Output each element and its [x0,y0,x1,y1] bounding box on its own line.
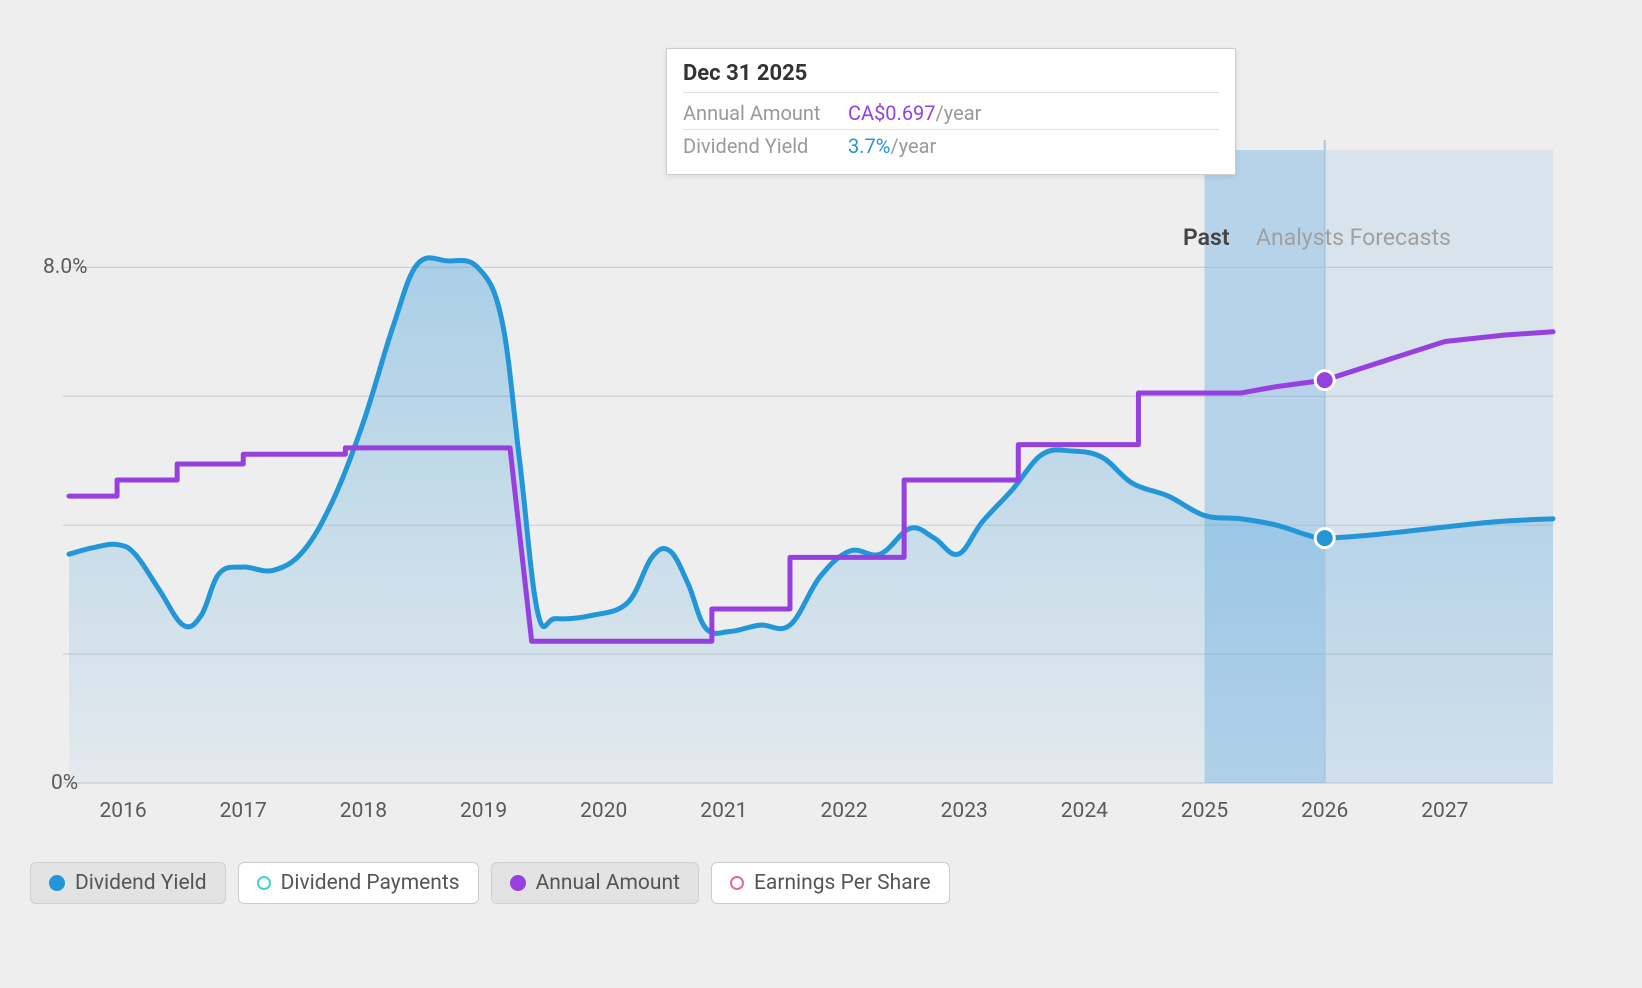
y-axis-tick-0: 0% [51,771,78,795]
legend-item-label: Dividend Payments [281,871,460,895]
legend-item-label: Dividend Yield [75,871,207,895]
tooltip-title: Dec 31 2025 [683,61,1219,93]
tooltip-row-value: 3.7% [848,134,890,158]
legend-marker-icon [510,875,526,891]
dividend-chart[interactable]: 8.0% 0% 2016 2017 2018 2019 2020 2021 2022 2023… [0,0,1642,988]
x-axis-tick-2022: 2022 [820,799,867,823]
x-axis-tick-2025: 2025 [1181,799,1228,823]
tooltip-row-value: CA$0.697 [848,101,936,125]
x-axis-tick-2018: 2018 [340,799,387,823]
tooltip-row: Annual AmountCA$0.697/year [683,97,1219,130]
legend-item-dividend-payments[interactable]: Dividend Payments [238,862,479,904]
x-axis-tick-2027: 2027 [1421,799,1468,823]
legend-item-label: Earnings Per Share [754,871,931,895]
legend-marker-icon [49,875,65,891]
legend-marker-icon [730,876,744,890]
legend-item-label: Annual Amount [536,871,680,895]
forecast-label: Analysts Forecasts [1256,224,1451,251]
legend-item-earnings-per-share[interactable]: Earnings Per Share [711,862,950,904]
tooltip-row-suffix: /year [890,134,936,158]
tooltip-row-suffix: /year [936,101,982,125]
tooltip-row-label: Annual Amount [683,101,848,125]
y-axis-tick-8: 8.0% [43,255,88,279]
x-axis-tick-2023: 2023 [941,799,988,823]
tooltip-row: Dividend Yield3.7%/year [683,130,1219,162]
legend-item-annual-amount[interactable]: Annual Amount [491,862,699,904]
chart-legend: Dividend Yield Dividend Payments Annual Am… [30,862,950,904]
x-axis-tick-2017: 2017 [220,799,267,823]
x-axis-tick-2019: 2019 [460,799,507,823]
legend-marker-icon [257,876,271,890]
past-label: Past [1183,224,1230,251]
legend-item-dividend-yield[interactable]: Dividend Yield [30,862,226,904]
x-axis-tick-2016: 2016 [99,799,146,823]
x-axis-tick-2021: 2021 [700,799,747,823]
x-axis-tick-2024: 2024 [1061,799,1108,823]
x-axis-tick-2020: 2020 [580,799,627,823]
tooltip-row-label: Dividend Yield [683,134,848,158]
chart-tooltip: Dec 31 2025 Annual AmountCA$0.697/yearDi… [666,48,1236,175]
x-axis-tick-2026: 2026 [1301,799,1348,823]
